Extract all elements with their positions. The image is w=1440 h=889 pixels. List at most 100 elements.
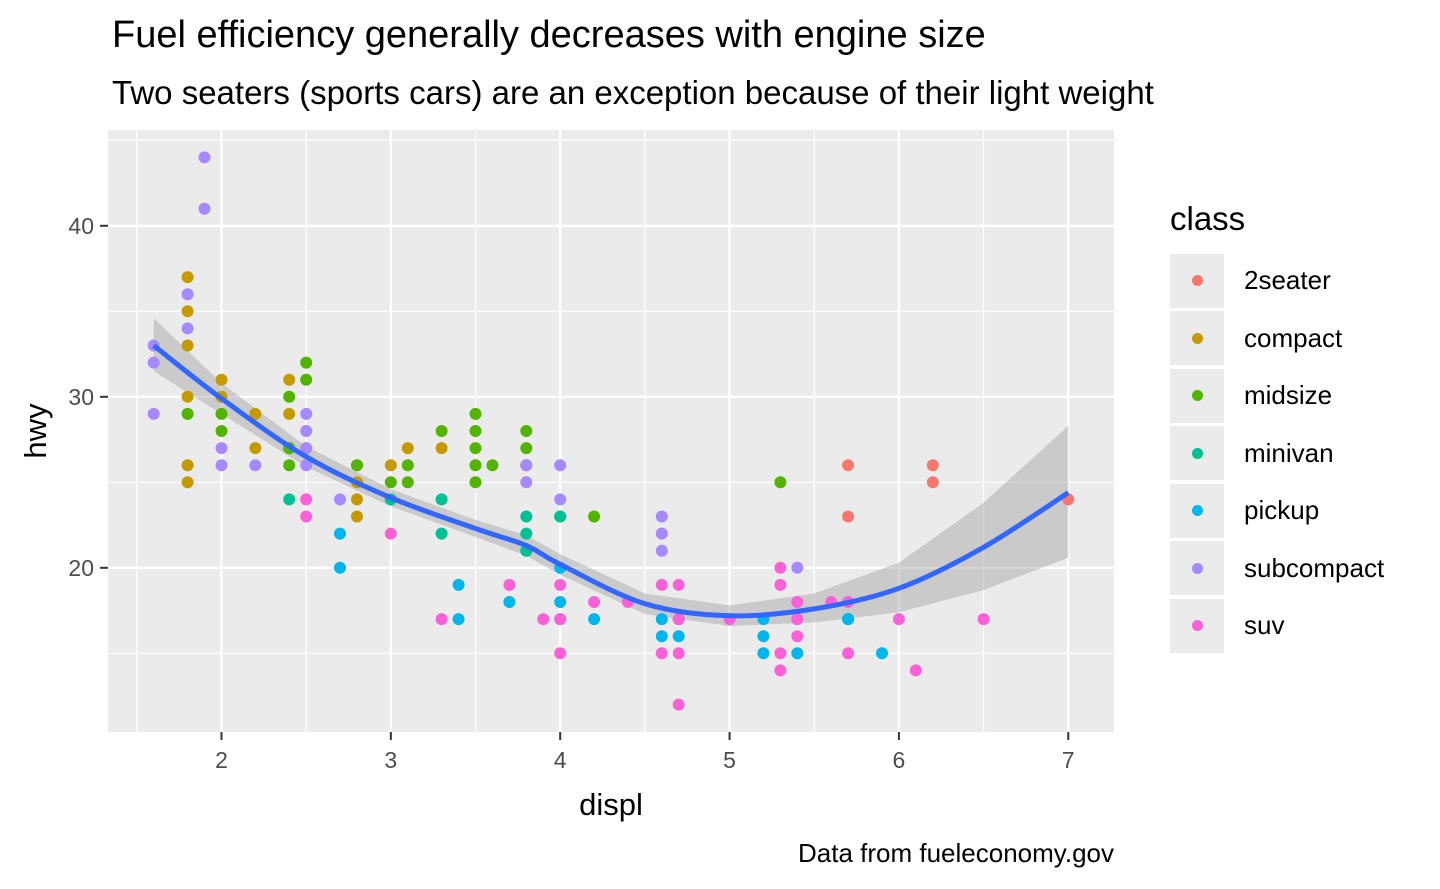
data-point-pickup	[452, 613, 465, 626]
data-point-2seater	[926, 476, 939, 489]
data-point-suv	[537, 613, 550, 626]
data-point-2seater	[926, 459, 939, 472]
data-point-midsize	[469, 425, 482, 437]
legend-key	[1170, 541, 1224, 596]
data-point-compact	[283, 407, 296, 420]
data-point-suv	[672, 613, 685, 626]
data-point-minivan	[283, 493, 296, 506]
data-point-subcompact	[300, 442, 313, 455]
data-point-subcompact	[655, 527, 668, 540]
legend-item-minivan: minivan	[1170, 425, 1384, 483]
data-point-pickup	[452, 578, 465, 591]
legend-label: subcompact	[1244, 552, 1385, 583]
data-point-midsize	[486, 459, 499, 472]
x-tick-label: 4	[554, 747, 567, 773]
data-point-compact	[181, 459, 194, 472]
x-axis-title: displ	[579, 787, 643, 822]
legend-dot	[1191, 275, 1203, 287]
legend-item-compact: compact	[1170, 310, 1384, 368]
data-point-pickup	[655, 630, 668, 643]
chart-title: Fuel efficiency generally decreases with…	[112, 14, 986, 56]
data-point-midsize	[435, 425, 448, 437]
data-point-compact	[384, 459, 397, 472]
data-point-compact	[351, 510, 363, 523]
data-point-pickup	[503, 596, 516, 608]
y-tick-label: 20	[68, 555, 94, 581]
x-tick-label: 5	[723, 747, 736, 773]
data-point-subcompact	[198, 202, 211, 215]
data-point-midsize	[469, 407, 482, 420]
data-point-pickup	[655, 613, 668, 626]
data-point-midsize	[181, 407, 194, 420]
data-point-compact	[181, 305, 194, 318]
data-point-compact	[181, 339, 194, 352]
data-point-midsize	[283, 459, 296, 472]
axes: 2 3 4 5 6 7 20 30 40	[68, 213, 1074, 773]
data-point-minivan	[435, 493, 448, 506]
data-point-suv	[655, 578, 668, 591]
legend-label: minivan	[1244, 437, 1334, 468]
data-point-suv	[672, 647, 685, 660]
data-point-suv	[791, 596, 804, 608]
data-point-suv	[791, 630, 804, 643]
legend-item-subcompact: subcompact	[1170, 540, 1384, 598]
legend-dot	[1191, 505, 1203, 517]
data-point-pickup	[757, 630, 770, 643]
data-point-midsize	[401, 476, 414, 489]
data-point-midsize	[384, 476, 397, 489]
legend-dot	[1191, 390, 1203, 402]
data-point-subcompact	[554, 493, 567, 506]
data-point-subcompact	[181, 322, 194, 335]
legend-key	[1170, 368, 1224, 423]
data-point-compact	[283, 373, 296, 386]
legend-label: compact	[1244, 322, 1343, 353]
data-point-suv	[774, 578, 787, 591]
data-point-pickup	[757, 647, 770, 660]
data-point-subcompact	[655, 544, 668, 557]
minor-gridlines	[108, 130, 1114, 732]
data-point-suv	[842, 647, 855, 660]
data-point-suv	[791, 613, 804, 626]
data-point-compact	[181, 390, 194, 403]
data-point-suv	[588, 596, 601, 608]
data-point-subcompact	[334, 493, 346, 506]
legend-item-midsize: midsize	[1170, 367, 1384, 425]
data-point-subcompact	[554, 459, 567, 472]
data-point-suv	[503, 578, 516, 591]
legend-label: pickup	[1244, 495, 1320, 526]
data-point-suv	[435, 613, 448, 626]
data-point-subcompact	[249, 459, 262, 472]
legend-key	[1170, 598, 1224, 653]
data-point-minivan	[435, 527, 448, 540]
legend-key	[1170, 483, 1224, 538]
legend-key	[1170, 253, 1224, 308]
legend-key	[1170, 311, 1224, 366]
data-point-compact	[401, 442, 414, 455]
data-point-subcompact	[791, 561, 804, 574]
data-point-pickup	[334, 561, 346, 574]
data-point-compact	[215, 373, 228, 386]
data-point-subcompact	[181, 288, 194, 301]
legend-label: 2seater	[1244, 265, 1331, 296]
data-point-pickup	[876, 647, 888, 660]
major-gridlines	[108, 130, 1114, 732]
data-point-midsize	[215, 425, 228, 437]
data-point-suv	[384, 527, 397, 540]
data-point-subcompact	[300, 459, 313, 472]
data-point-subcompact	[520, 459, 533, 472]
legend-dot	[1191, 620, 1203, 632]
data-point-2seater	[842, 510, 855, 523]
legend-items: 2seater compact midsize minivan pickup subcom…	[1170, 252, 1384, 655]
data-point-midsize	[520, 442, 533, 455]
y-axis-title: hwy	[18, 403, 53, 459]
data-point-subcompact	[300, 407, 313, 420]
data-point-suv	[977, 613, 990, 626]
data-point-suv	[554, 613, 567, 626]
legend-dot	[1191, 562, 1203, 574]
legend-item-pickup: pickup	[1170, 482, 1384, 540]
data-point-pickup	[672, 630, 685, 643]
data-point-pickup	[791, 647, 804, 660]
legend-item-2seater: 2seater	[1170, 252, 1384, 310]
data-point-minivan	[520, 527, 533, 540]
